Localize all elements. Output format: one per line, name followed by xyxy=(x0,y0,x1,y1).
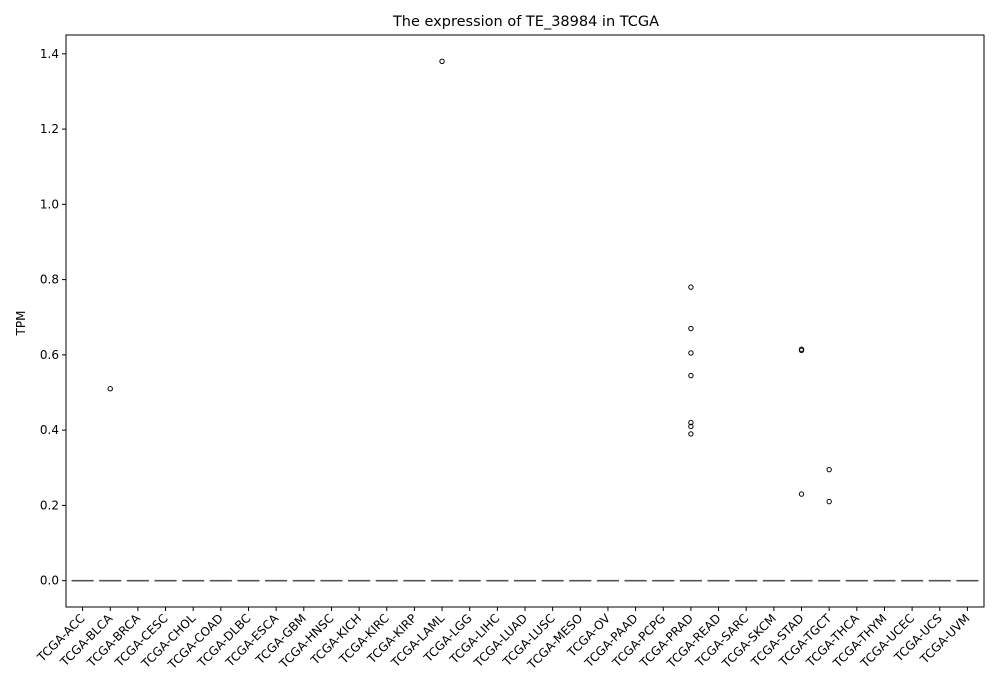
chart-title: The expression of TE_38984 in TCGA xyxy=(392,14,659,30)
outlier-point xyxy=(688,325,694,332)
outlier-point xyxy=(688,431,694,437)
outlier-point xyxy=(826,498,832,505)
outlier-point xyxy=(688,423,694,430)
outlier-point xyxy=(688,350,694,356)
y-tick-label: 1.2 xyxy=(40,122,59,136)
outlier-point xyxy=(688,372,694,379)
y-axis-label: TPM xyxy=(14,311,28,337)
outlier-point xyxy=(107,386,113,392)
outlier-point xyxy=(688,419,694,426)
y-tick-label: 1.4 xyxy=(40,47,59,61)
outlier-point xyxy=(688,284,694,290)
outlier-point xyxy=(798,491,805,497)
y-tick-label: 0.4 xyxy=(40,423,59,437)
y-tick-label: 0.0 xyxy=(40,574,59,588)
outlier-point xyxy=(798,347,805,354)
plot-frame xyxy=(65,34,985,608)
y-tick-label: 0.2 xyxy=(40,498,59,512)
outlier-point xyxy=(439,58,445,65)
y-tick-label: 1.0 xyxy=(40,197,59,211)
outlier-point xyxy=(826,466,832,473)
y-tick-label: 0.8 xyxy=(40,273,59,287)
y-tick-label: 0.6 xyxy=(40,348,59,362)
